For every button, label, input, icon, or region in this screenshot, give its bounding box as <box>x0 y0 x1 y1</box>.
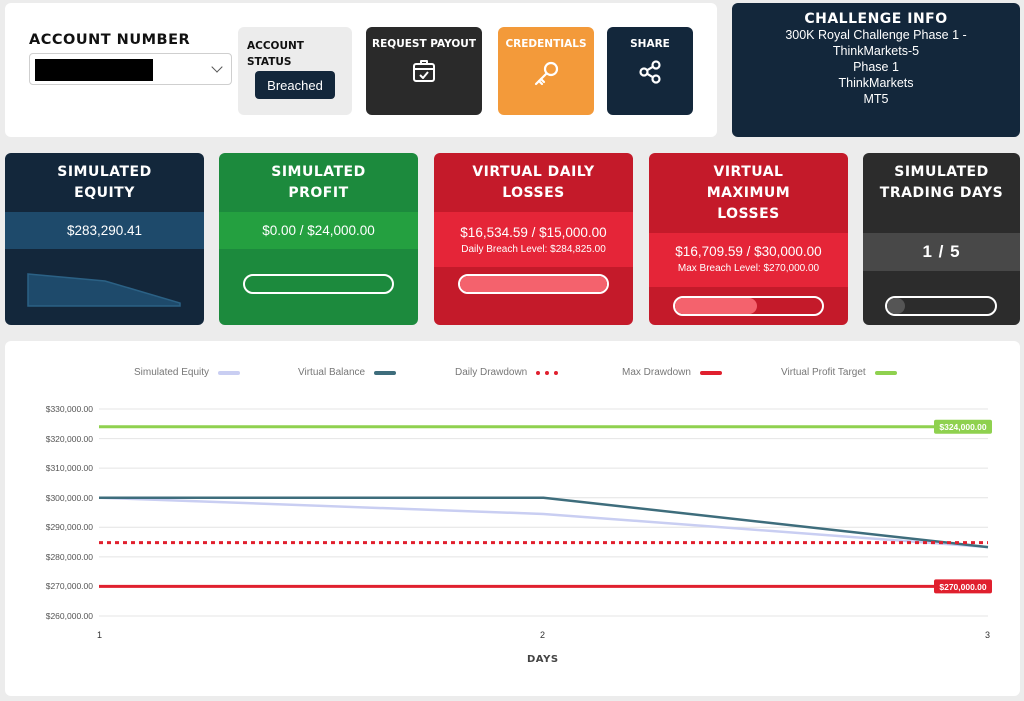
end-value-label: $324,000.00 <box>939 422 987 432</box>
account-panel: ACCOUNT NUMBER ACCOUNT STATUS Breached R… <box>5 3 717 137</box>
virtual-maximum-losses-title: VIRTUAL MAXIMUM LOSSES <box>706 164 791 222</box>
credentials-label: CREDENTIALS <box>505 38 587 50</box>
virtual-daily-losses-card: VIRTUAL DAILY LOSSES $16,534.59 / $15,00… <box>434 153 633 325</box>
y-tick-label: $320,000.00 <box>45 433 93 444</box>
request-payout-label: REQUEST PAYOUT <box>372 38 476 50</box>
y-tick-label: $330,000.00 <box>45 404 93 414</box>
legend-swatch <box>536 370 559 375</box>
x-tick-label: 2 <box>540 630 546 640</box>
share-icon <box>639 60 661 84</box>
key-icon <box>534 61 559 86</box>
legend-simulated-equity[interactable]: Simulated Equity <box>134 367 241 378</box>
end-label-bg <box>934 419 992 434</box>
simulated-trading-days-title: SIMULATED TRADING DAYS <box>879 164 1004 201</box>
challenge-line: ThinkMarkets-5 <box>832 44 920 58</box>
simulated-profit-value: $0.00 / $24,000.00 <box>219 212 418 249</box>
series-line-simulated-equity <box>98 496 989 549</box>
x-tick-label: 3 <box>985 630 991 640</box>
challenge-line: ThinkMarkets <box>838 76 914 90</box>
series-line-virtual-balance <box>99 496 989 549</box>
end-value-label: $270,000.00 <box>939 582 987 592</box>
challenge-info-panel: CHALLENGE INFO 300K Royal Challenge Phas… <box>732 3 1020 137</box>
x-axis-label: DAYS <box>527 654 559 665</box>
end-label-bg <box>934 579 992 594</box>
legend-swatch <box>374 370 397 375</box>
challenge-line: 300K Royal Challenge Phase 1 - <box>785 28 967 42</box>
legend-label: Virtual Balance <box>298 367 366 378</box>
legend-swatch <box>218 370 241 375</box>
account-number-select[interactable] <box>29 53 232 85</box>
virtual-maximum-losses-card: VIRTUAL MAXIMUM LOSSES $16,709.59 / $30,… <box>649 153 848 325</box>
equity-sparkline <box>27 273 181 307</box>
max-losses-progress-fill <box>675 298 757 314</box>
equity-chart-panel: Simulated Equity Virtual Balance Daily D… <box>5 341 1020 696</box>
status-badge: Breached <box>255 71 335 99</box>
chevron-down-icon <box>211 61 223 73</box>
daily-losses-value: $16,534.59 / $15,000.00 <box>460 225 607 240</box>
y-tick-label: $280,000.00 <box>45 551 93 562</box>
y-tick-label: $270,000.00 <box>45 581 93 592</box>
y-tick-label: $310,000.00 <box>45 463 93 474</box>
line-chart: $324,000.00 $270,000.00 <box>98 408 992 617</box>
virtual-daily-losses-title: VIRTUAL DAILY LOSSES <box>472 164 595 201</box>
account-number-label: ACCOUNT NUMBER <box>29 32 191 48</box>
trading-days-value: 1 / 5 <box>863 233 1020 271</box>
payout-box-icon <box>413 60 435 82</box>
trading-days-progress-fill <box>887 298 905 314</box>
simulated-equity-value: $283,290.41 <box>5 212 204 249</box>
challenge-info-title: CHALLENGE INFO <box>804 11 948 27</box>
max-breach-level: Max Breach Level: $270,000.00 <box>677 263 820 274</box>
daily-losses-progress-bar <box>458 274 609 294</box>
share-label: SHARE <box>630 38 670 50</box>
account-status-box: ACCOUNT STATUS Breached <box>238 27 352 115</box>
redacted-account-number <box>35 59 153 81</box>
max-losses-progress-bar <box>673 296 824 316</box>
daily-losses-band: $16,534.59 / $15,000.00 Daily Breach Lev… <box>434 212 633 267</box>
challenge-line: Phase 1 <box>853 60 899 74</box>
challenge-line: MT5 <box>863 92 889 106</box>
legend-label: Max Drawdown <box>622 367 691 378</box>
max-losses-band: $16,709.59 / $30,000.00 Max Breach Level… <box>649 233 848 287</box>
y-tick-label: $260,000.00 <box>45 611 93 621</box>
y-tick-label: $300,000.00 <box>45 492 93 503</box>
legend-label: Daily Drawdown <box>455 367 528 378</box>
trading-days-progress-bar <box>885 296 997 316</box>
simulated-equity-title: SIMULATED EQUITY <box>57 164 152 201</box>
legend-label: Virtual Profit Target <box>781 367 866 378</box>
simulated-equity-card: SIMULATED EQUITY $283,290.41 <box>5 153 204 325</box>
legend-max-drawdown[interactable]: Max Drawdown <box>622 367 722 378</box>
credentials-button[interactable]: CREDENTIALS <box>498 27 594 115</box>
max-losses-value: $16,709.59 / $30,000.00 <box>675 244 822 259</box>
daily-breach-level: Daily Breach Level: $284,825.00 <box>461 244 606 255</box>
legend-virtual-profit-target[interactable]: Virtual Profit Target <box>781 367 897 378</box>
account-status-label: ACCOUNT STATUS <box>247 40 304 68</box>
x-tick-label: 1 <box>97 630 103 640</box>
y-tick-label: $290,000.00 <box>45 522 93 533</box>
legend-swatch <box>874 370 897 375</box>
daily-losses-progress-fill <box>460 276 607 292</box>
legend-daily-drawdown[interactable]: Daily Drawdown <box>455 367 559 378</box>
legend-swatch <box>699 370 722 375</box>
legend-label: Simulated Equity <box>134 367 210 378</box>
share-button[interactable]: SHARE <box>607 27 693 115</box>
simulated-trading-days-card: SIMULATED TRADING DAYS 1 / 5 <box>863 153 1020 325</box>
simulated-profit-card: SIMULATED PROFIT $0.00 / $24,000.00 <box>219 153 418 325</box>
simulated-profit-title: SIMULATED PROFIT <box>271 164 366 201</box>
request-payout-button[interactable]: REQUEST PAYOUT <box>366 27 482 115</box>
legend-virtual-balance[interactable]: Virtual Balance <box>298 367 397 378</box>
profit-progress-bar <box>243 274 394 294</box>
